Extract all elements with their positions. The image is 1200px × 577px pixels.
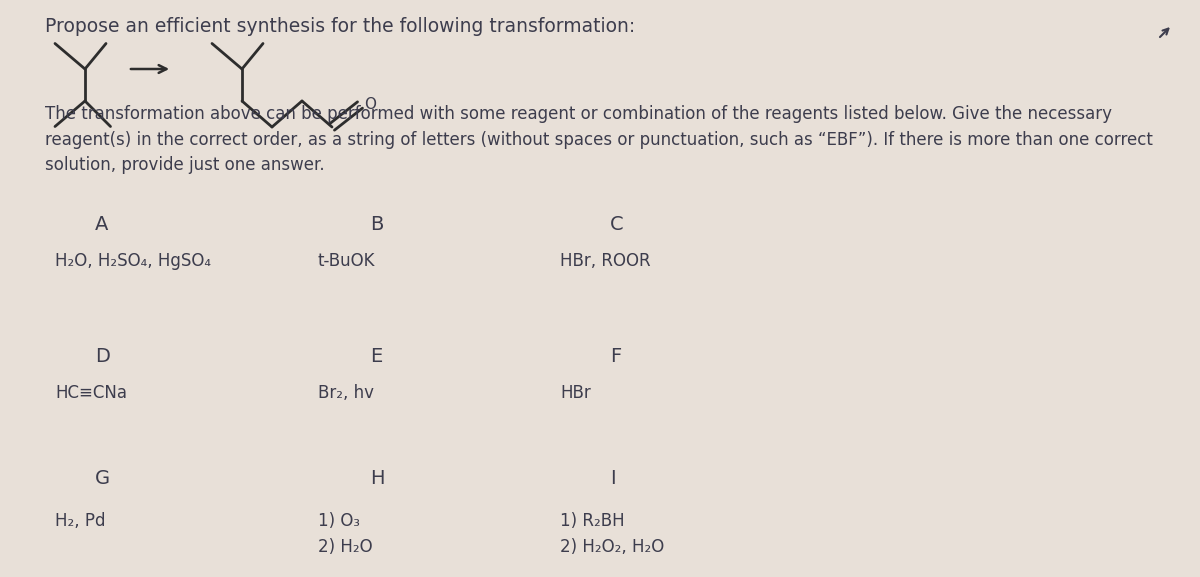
Text: t-BuOK: t-BuOK <box>318 252 376 270</box>
Text: D: D <box>95 347 110 366</box>
Text: HBr, ROOR: HBr, ROOR <box>560 252 650 270</box>
Text: H: H <box>370 469 384 488</box>
Text: O: O <box>364 96 376 111</box>
Text: E: E <box>370 347 383 366</box>
Text: 1) O₃
2) H₂O: 1) O₃ 2) H₂O <box>318 512 373 556</box>
Text: F: F <box>610 347 622 366</box>
Text: C: C <box>610 215 624 234</box>
Text: Br₂, hv: Br₂, hv <box>318 384 374 402</box>
Text: Propose an efficient synthesis for the following transformation:: Propose an efficient synthesis for the f… <box>46 17 635 36</box>
Text: I: I <box>610 469 616 488</box>
Text: 1) R₂BH
2) H₂O₂, H₂O: 1) R₂BH 2) H₂O₂, H₂O <box>560 512 665 556</box>
Text: B: B <box>370 215 383 234</box>
Text: A: A <box>95 215 108 234</box>
Text: H₂O, H₂SO₄, HgSO₄: H₂O, H₂SO₄, HgSO₄ <box>55 252 211 270</box>
Text: H₂, Pd: H₂, Pd <box>55 512 106 530</box>
Text: HC≡CNa: HC≡CNa <box>55 384 127 402</box>
Text: The transformation above can be performed with some reagent or combination of th: The transformation above can be performe… <box>46 105 1153 174</box>
Text: G: G <box>95 469 110 488</box>
Text: HBr: HBr <box>560 384 590 402</box>
